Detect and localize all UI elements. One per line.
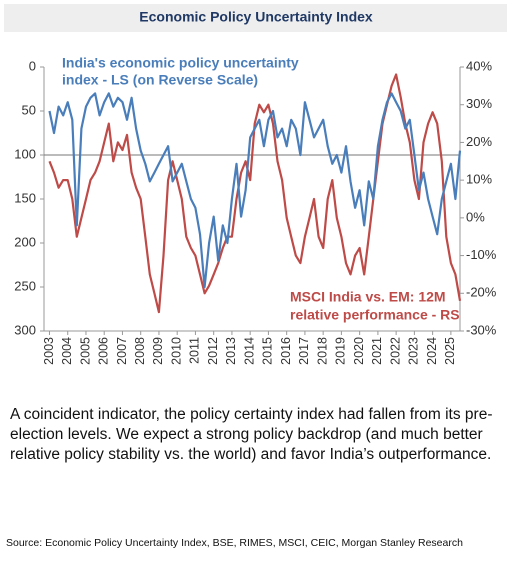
y2-tick-label: 40% — [466, 58, 492, 73]
title-box — [4, 4, 507, 32]
series-line — [48, 92, 462, 289]
x-tick-label: 2016 — [279, 337, 293, 365]
y-tick-label: 200 — [14, 234, 36, 249]
x-tick-label: 2018 — [315, 337, 329, 365]
y-tick-label: 300 — [14, 322, 36, 337]
annotation: relative performance - RS — [290, 307, 460, 323]
y-tick-label: 150 — [14, 190, 36, 205]
y2-tick-label: 30% — [466, 96, 492, 111]
series-line — [48, 73, 462, 314]
chart-title: Economic Policy Uncertainty Index — [139, 9, 373, 25]
x-tick-label: 2013 — [224, 337, 238, 365]
y2-tick-label: -20% — [466, 285, 497, 300]
x-tick-label: 2006 — [97, 337, 111, 365]
x-tick-label: 2017 — [297, 337, 311, 365]
x-tick-label: 2004 — [60, 337, 74, 365]
x-tick-label: 2023 — [407, 337, 421, 365]
x-tick-label: 2012 — [206, 337, 220, 365]
x-tick-label: 2025 — [443, 337, 457, 365]
y2-tick-label: -30% — [466, 322, 497, 337]
x-tick-label: 2007 — [115, 337, 129, 365]
y2-tick-label: -10% — [466, 247, 497, 262]
y2-tick-label: 0% — [466, 209, 485, 224]
x-tick-label: 2022 — [388, 337, 402, 365]
annotation: MSCI India vs. EM: 12M — [290, 289, 446, 305]
y-tick-label: 0 — [29, 58, 36, 73]
x-tick-label: 2019 — [334, 337, 348, 365]
x-tick-label: 2008 — [133, 337, 147, 365]
body-text: A coincident indicator, the policy certa… — [10, 406, 493, 463]
annotation: index - LS (on Reverse Scale) — [62, 72, 258, 88]
x-tick-label: 2010 — [169, 337, 183, 365]
y2-tick-label: 10% — [466, 172, 492, 187]
y-tick-label: 250 — [14, 278, 36, 293]
x-tick-label: 2021 — [370, 337, 384, 365]
y2-tick-label: 20% — [466, 134, 492, 149]
x-tick-label: 2024 — [425, 337, 439, 365]
chart: Economic Policy Uncertainty Index 0 50 100… — [4, 4, 507, 365]
annotation: India's economic policy uncertainty — [62, 55, 299, 71]
y-tick-label: 50 — [22, 102, 36, 117]
x-tick-label: 2014 — [242, 337, 256, 365]
x-tick-label: 2009 — [151, 337, 165, 365]
x-tick-label: 2003 — [42, 337, 56, 365]
x-tick-label: 2011 — [188, 337, 202, 364]
x-tick-label: 2015 — [261, 337, 275, 365]
x-tick-label: 2020 — [352, 337, 366, 365]
source: Source: Economic Policy Uncertainty Inde… — [6, 537, 463, 549]
x-tick-label: 2005 — [78, 337, 92, 365]
y-tick-label: 100 — [14, 146, 36, 161]
